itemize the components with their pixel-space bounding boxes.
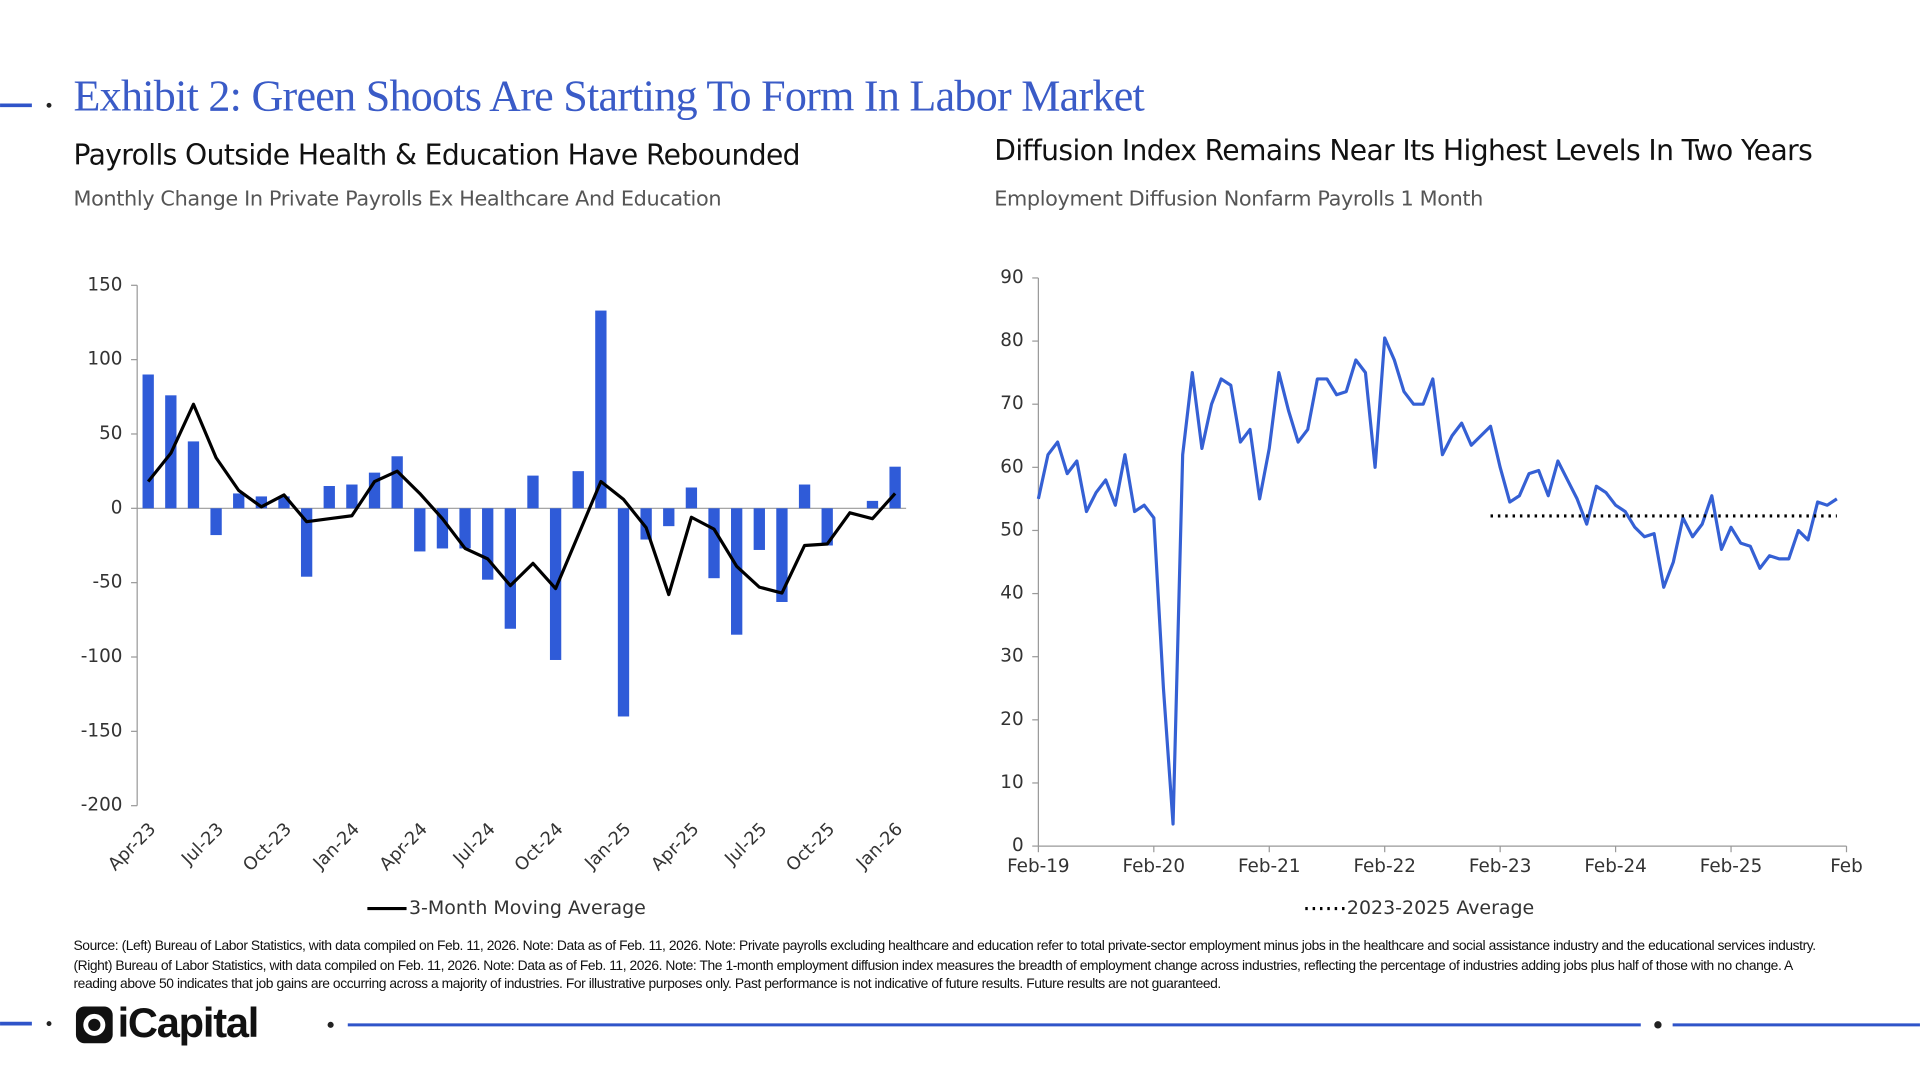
x-tick-label: Feb-20 xyxy=(1123,856,1186,877)
x-tick-label: Jan-24 xyxy=(309,819,364,874)
x-tick-label: Apr-23 xyxy=(105,819,161,875)
bar xyxy=(368,472,381,509)
x-tick-label: Jul-25 xyxy=(721,819,772,870)
x-tick-label: Feb-23 xyxy=(1469,856,1532,877)
x-tick-label: Feb-19 xyxy=(1007,856,1070,877)
decor-dot xyxy=(46,102,52,108)
y-tick-label: -150 xyxy=(81,720,123,741)
y-tick-label: 30 xyxy=(1000,646,1023,667)
x-tick-label: Jul-23 xyxy=(178,819,229,870)
bar xyxy=(549,508,562,660)
bar xyxy=(459,508,471,549)
bar xyxy=(866,500,879,509)
y-tick-label: 70 xyxy=(1000,393,1023,414)
y-tick-label: 0 xyxy=(1012,835,1024,856)
x-tick-label: Oct-24 xyxy=(511,819,567,875)
x-tick-label: Jan-25 xyxy=(581,819,636,874)
bar xyxy=(731,508,743,635)
chart-subtitle: Employment Diffusion Nonfarm Payrolls 1 … xyxy=(994,187,1483,211)
x-tick-label: Feb-22 xyxy=(1353,856,1416,877)
logo-mark xyxy=(75,1006,113,1044)
x-tick-label: Jan-26 xyxy=(852,819,907,874)
page-title: Exhibit 2: Green Shoots Are Starting To … xyxy=(74,72,1145,121)
bar xyxy=(300,508,313,577)
source-note-box: Source: (Left) Bureau of Labor Statistic… xyxy=(73,939,1817,992)
logo-mark-ring xyxy=(83,1013,106,1036)
x-tick-label: Apr-24 xyxy=(376,819,432,875)
y-tick-label: 10 xyxy=(1000,772,1023,793)
y-tick-label: 100 xyxy=(87,349,122,370)
chart-title: Payrolls Outside Health & Education Have… xyxy=(74,139,800,172)
y-tick-label: 90 xyxy=(1000,267,1023,288)
y-tick-label: -200 xyxy=(81,795,123,816)
bar xyxy=(640,508,652,540)
bar xyxy=(753,508,765,550)
x-tick-label: Oct-23 xyxy=(240,819,296,875)
y-tick-label: 50 xyxy=(99,423,122,444)
legend-label: 3-Month Moving Average xyxy=(409,897,646,919)
bar xyxy=(798,484,811,509)
bar xyxy=(821,508,833,546)
y-tick-label: -100 xyxy=(81,646,123,667)
y-tick-label: 80 xyxy=(1000,330,1023,351)
bar xyxy=(685,487,698,509)
bar xyxy=(776,508,788,602)
bar xyxy=(595,310,607,509)
decor-dot xyxy=(327,1021,334,1028)
bar xyxy=(255,496,268,509)
bar xyxy=(414,508,426,552)
bar xyxy=(210,508,222,536)
x-tick-label: Feb-21 xyxy=(1238,856,1301,877)
y-tick-label: 60 xyxy=(1000,456,1023,477)
bar xyxy=(572,471,584,509)
decor-dot xyxy=(46,1021,52,1027)
decor-dot xyxy=(1654,1021,1662,1029)
bar xyxy=(708,508,720,579)
bar xyxy=(482,508,494,580)
bar xyxy=(346,484,358,509)
x-tick-label: Jul-24 xyxy=(449,819,500,870)
bar xyxy=(278,496,290,509)
bar xyxy=(323,486,335,509)
bar xyxy=(142,374,154,509)
bar xyxy=(504,508,516,629)
logo-text: iCapital xyxy=(118,999,259,1046)
bar xyxy=(391,456,403,509)
bar xyxy=(436,508,449,549)
bar xyxy=(527,475,539,509)
chart-title: Diffusion Index Remains Near Its Highest… xyxy=(994,134,1812,167)
y-tick-label: 20 xyxy=(1000,709,1023,730)
y-tick-label: 150 xyxy=(87,274,122,295)
y-tick-label: 50 xyxy=(1000,519,1023,540)
bar xyxy=(187,441,200,509)
source-note: Source: (Left) Bureau of Labor Statistic… xyxy=(73,939,1817,992)
line xyxy=(1036,336,1838,826)
x-tick-label: Feb xyxy=(1830,856,1863,877)
bar xyxy=(663,508,675,527)
y-tick-label: 0 xyxy=(111,497,123,518)
y-tick-label: -50 xyxy=(92,572,122,593)
bar xyxy=(617,508,630,717)
legend-label: 2023-2025 Average xyxy=(1347,897,1534,919)
x-tick-label: Feb-25 xyxy=(1700,856,1763,877)
x-tick-label: Feb-24 xyxy=(1584,856,1647,877)
chart-subtitle: Monthly Change In Private Payrolls Ex He… xyxy=(74,187,722,211)
x-tick-label: Oct-25 xyxy=(783,819,839,875)
bar xyxy=(889,466,901,509)
bar xyxy=(233,493,245,509)
line xyxy=(146,402,897,597)
y-tick-label: 40 xyxy=(1000,583,1023,604)
x-tick-label: Apr-25 xyxy=(648,819,704,875)
